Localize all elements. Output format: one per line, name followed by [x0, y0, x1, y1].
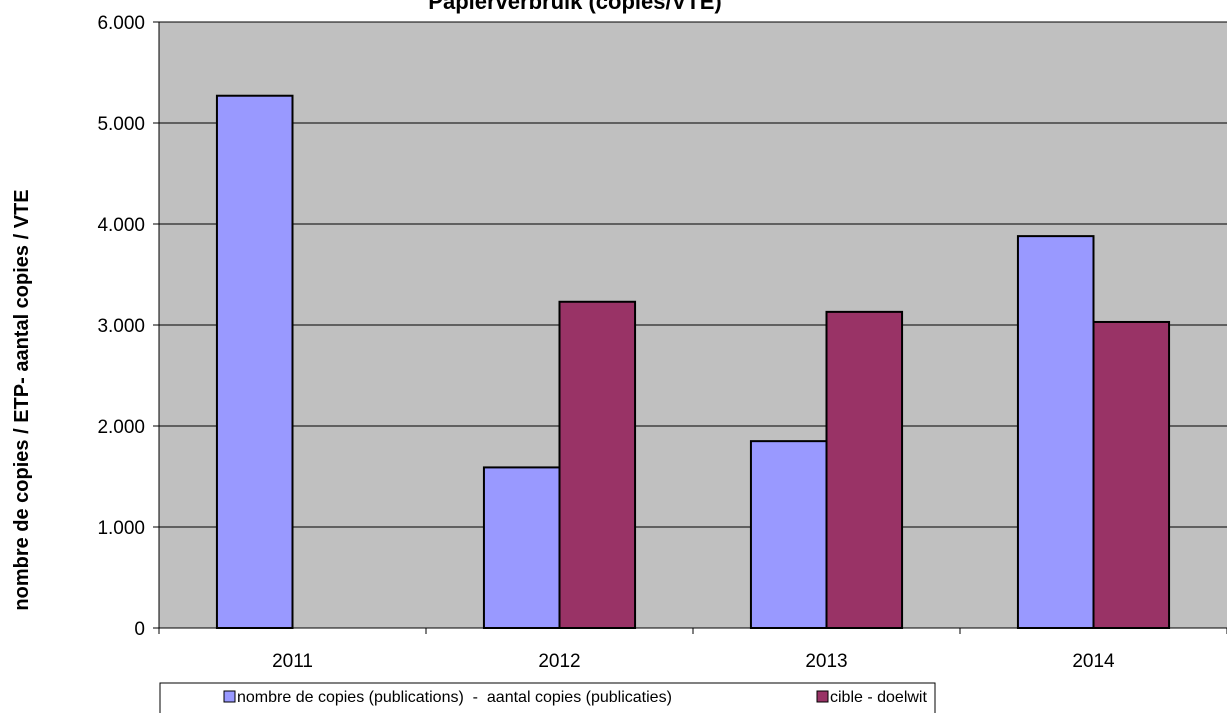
x-tick-label: 2011: [272, 651, 313, 672]
y-tick-label: 4.000: [97, 215, 145, 236]
legend-swatch-copies: [223, 690, 236, 703]
axes: 0 1.000 2.000 3.000 4.000 5.000 6.000 2011 2012 2…: [97, 13, 1227, 672]
y-tick-label: 3.000: [97, 316, 145, 337]
x-tick-label: 2014: [1072, 651, 1115, 672]
legend-swatch-target: [816, 690, 829, 703]
bars: [215, 94, 1171, 630]
bar-target-2014: [1092, 320, 1171, 629]
legend-label-copies: nombre de copies (publications) - aantal…: [237, 689, 672, 706]
y-tick-label: 2.000: [97, 417, 145, 438]
y-tick-label: 6.000: [97, 13, 145, 34]
bar-copies-2013: [749, 440, 828, 629]
legend: nombre de copies (publications) - aantal…: [159, 682, 936, 713]
bar-target-2013: [825, 310, 904, 629]
x-tick-label: 2013: [805, 651, 847, 672]
bar-target-2012: [558, 300, 637, 629]
y-tick-label: 5.000: [97, 114, 145, 135]
x-tick-label: 2012: [538, 651, 580, 672]
y-tick-label: 1.000: [97, 518, 145, 539]
bar-copies-2012: [482, 466, 561, 629]
legend-label-target: cible - doelwit: [830, 689, 927, 706]
bar-copies-2011: [215, 94, 294, 630]
legend-box: [159, 682, 936, 713]
y-axis-label: nombre de copies / ETP- aantal copies / …: [11, 189, 33, 610]
bar-copies-2014: [1016, 235, 1095, 629]
y-tick-label: 0: [134, 619, 145, 640]
chart-title: Papierverbruik (copies/VTE): [428, 0, 721, 14]
